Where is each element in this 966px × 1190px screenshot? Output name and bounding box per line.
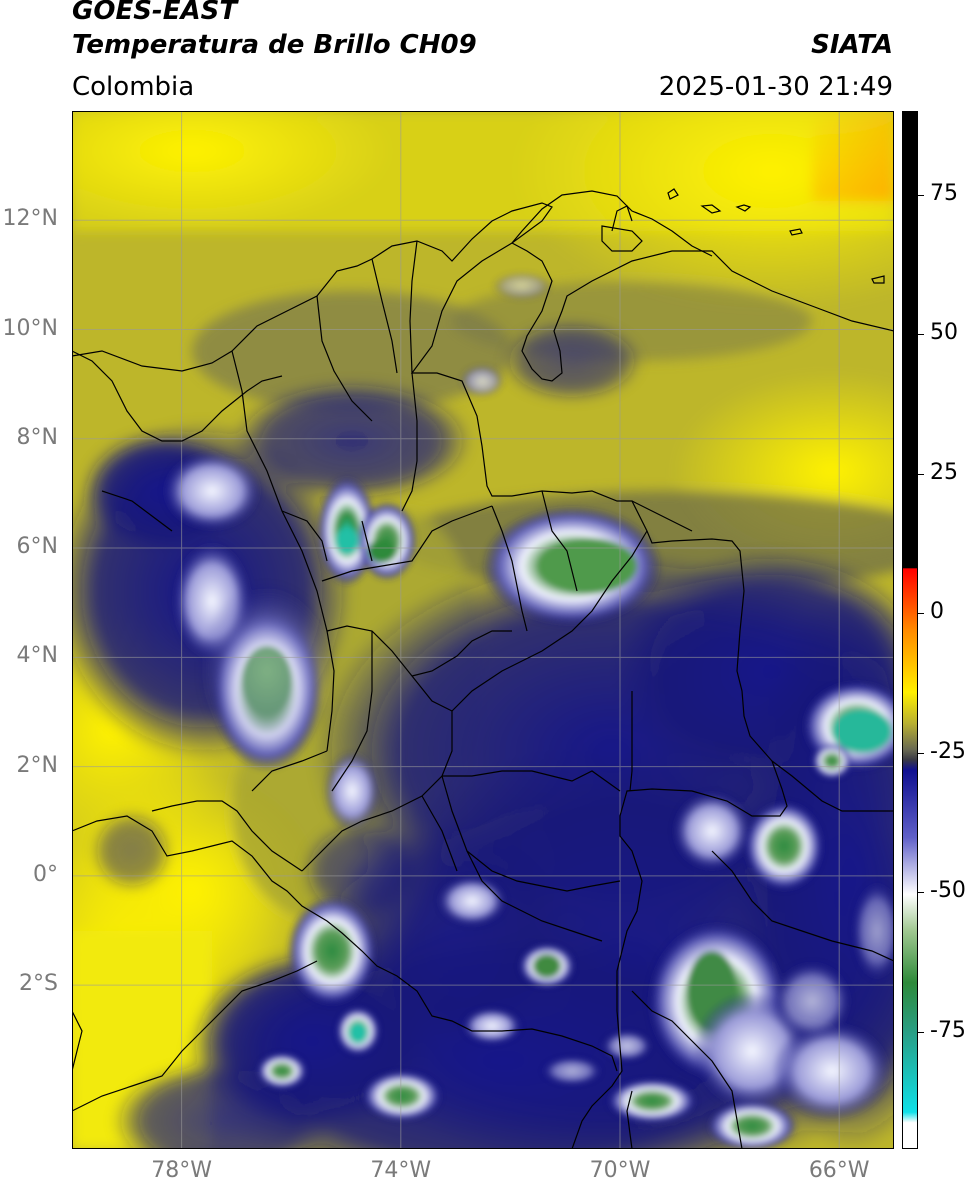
- lat-tick-label: 2°N: [16, 752, 58, 778]
- colorbar-tick-label: -75: [930, 1017, 966, 1043]
- lat-tick-label: 8°N: [16, 424, 58, 450]
- lon-tick-label: 78°W: [151, 1158, 212, 1183]
- title-satellite: GOES-EAST: [72, 0, 238, 26]
- colorbar-tick-label: 0: [930, 599, 944, 625]
- colorbar-tick: [918, 194, 924, 196]
- lat-tick-label: 10°N: [2, 315, 58, 341]
- colorbar-tick: [918, 1031, 924, 1033]
- colorbar: [902, 111, 918, 1149]
- lat-tick-label: 0°: [33, 861, 58, 887]
- lon-tick-label: 70°W: [589, 1158, 651, 1183]
- colorbar-tick-label: -50: [930, 878, 966, 904]
- lat-tick-label: 12°N: [2, 206, 58, 232]
- colorbar-tick: [918, 613, 924, 615]
- timestamp-label: 2025-01-30 21:49: [658, 72, 893, 102]
- lon-tick-label: 74°W: [370, 1158, 432, 1183]
- lat-tick-label: 2°S: [19, 971, 58, 997]
- brand-label: SIATA: [811, 30, 893, 60]
- title-product: Temperatura de Brillo CH09: [72, 30, 477, 60]
- lat-tick-label: 6°N: [16, 534, 58, 560]
- colorbar-tick-label: 25: [930, 459, 958, 485]
- lat-tick-label: 4°N: [16, 643, 58, 669]
- colorbar-tick: [918, 334, 924, 336]
- lon-tick-label: 66°W: [808, 1158, 870, 1183]
- colorbar-tick: [918, 752, 924, 754]
- satellite-map[interactable]: [72, 111, 894, 1149]
- colorbar-tick: [918, 473, 924, 475]
- region-label: Colombia: [72, 72, 195, 102]
- map-canvas: [72, 111, 894, 1149]
- colorbar-tick-label: 75: [930, 180, 958, 206]
- colorbar-tick: [918, 892, 924, 894]
- colorbar-tick-label: 50: [930, 320, 958, 346]
- colorbar-tick-label: -25: [930, 738, 966, 764]
